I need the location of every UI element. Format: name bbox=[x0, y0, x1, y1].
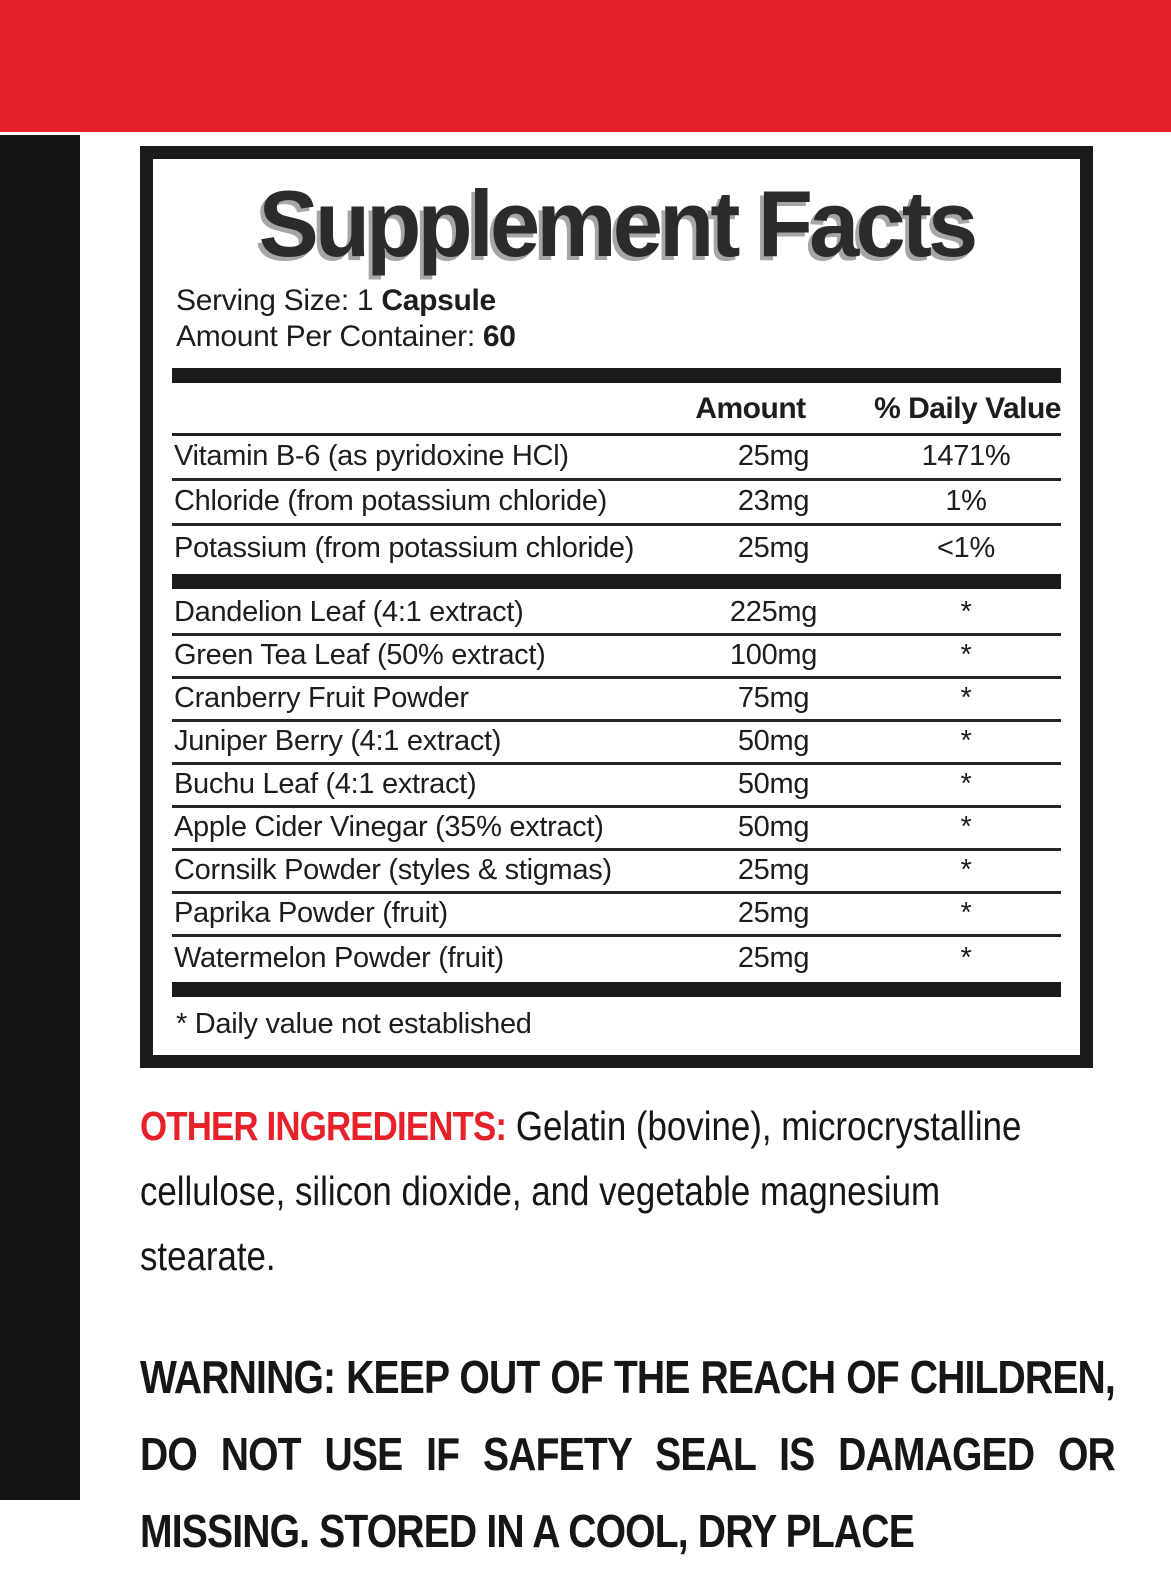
header-amount: Amount bbox=[695, 391, 806, 425]
warning-line: WARNING: KEEP OUT OF THE REACH OF CHILDR… bbox=[140, 1350, 1116, 1403]
ingredient-name: Green Tea Leaf (50% extract) bbox=[174, 639, 546, 672]
table-row: Buchu Leaf (4:1 extract) 50mg * bbox=[172, 765, 1061, 808]
ingredient-amount: 75mg bbox=[737, 682, 810, 715]
other-ingredients-text: Gelatin (bovine), microcrystalline bbox=[515, 1102, 1022, 1149]
table-row: Potassium (from potassium chloride) 25mg… bbox=[172, 526, 1061, 571]
ingredient-name: Apple Cider Vinegar (35% extract) bbox=[174, 811, 604, 844]
ingredient-name: Juniper Berry (4:1 extract) bbox=[174, 725, 502, 758]
vitamins-minerals-section: Vitamin B-6 (as pyridoxine HCl) 25mg 147… bbox=[172, 436, 1061, 571]
ingredient-name: Paprika Powder (fruit) bbox=[174, 897, 448, 930]
header-daily-value: % Daily Value bbox=[874, 391, 1061, 425]
table-row: Apple Cider Vinegar (35% extract) 50mg * bbox=[172, 808, 1061, 851]
label-content: Supplement Facts Serving Size: 1 Capsule… bbox=[140, 146, 1171, 1570]
other-ingredients-line: stearate. bbox=[140, 1232, 276, 1279]
ingredient-amount: 50mg bbox=[737, 768, 810, 801]
table-row: Cornsilk Powder (styles & stigmas) 25mg … bbox=[172, 851, 1061, 894]
ingredient-amount: 25mg bbox=[737, 440, 810, 473]
ingredient-amount: 100mg bbox=[729, 639, 818, 672]
top-red-band bbox=[0, 0, 1171, 132]
ingredient-daily-value: * bbox=[960, 682, 972, 715]
daily-value-footnote: * Daily value not established bbox=[176, 1007, 532, 1040]
ingredient-daily-value: * bbox=[960, 639, 972, 672]
ingredient-daily-value: <1% bbox=[937, 531, 995, 564]
ingredient-amount: 25mg bbox=[737, 854, 810, 887]
ingredient-name: Chloride (from potassium chloride) bbox=[174, 485, 608, 518]
ingredient-name: Vitamin B-6 (as pyridoxine HCl) bbox=[174, 440, 569, 473]
table-row: Watermelon Powder (fruit) 25mg * bbox=[172, 937, 1061, 980]
ingredient-amount: 50mg bbox=[737, 725, 810, 758]
table-row: Green Tea Leaf (50% extract) 100mg * bbox=[172, 636, 1061, 679]
thick-divider-top bbox=[172, 367, 1061, 383]
table-header: Amount % Daily Value bbox=[172, 383, 1062, 436]
ingredient-daily-value: * bbox=[960, 768, 972, 801]
ingredient-daily-value: * bbox=[960, 596, 972, 629]
ingredient-daily-value: * bbox=[960, 941, 972, 974]
ingredient-daily-value: * bbox=[960, 897, 972, 930]
serving-size-line: Serving Size: 1 Capsule bbox=[172, 283, 1061, 319]
ingredient-name: Buchu Leaf (4:1 extract) bbox=[174, 768, 477, 801]
warning-line: MISSING. STORED IN A COOL, DRY PLACE bbox=[140, 1504, 915, 1557]
supplement-facts-panel: Supplement Facts Serving Size: 1 Capsule… bbox=[140, 146, 1093, 1068]
other-ingredients-label: OTHER INGREDIENTS: bbox=[140, 1102, 507, 1149]
ingredient-daily-value: * bbox=[960, 854, 972, 887]
ingredient-daily-value: * bbox=[960, 725, 972, 758]
ingredient-amount: 50mg bbox=[737, 811, 810, 844]
ingredient-daily-value: 1471% bbox=[921, 440, 1011, 473]
ingredient-amount: 23mg bbox=[737, 485, 810, 518]
serving-size-value: Capsule bbox=[381, 283, 496, 317]
ingredient-daily-value: * bbox=[960, 811, 972, 844]
amount-per-container-value: 60 bbox=[482, 319, 516, 353]
table-row: Juniper Berry (4:1 extract) 50mg * bbox=[172, 722, 1061, 765]
thick-divider-bottom bbox=[172, 981, 1061, 997]
warning-paragraph: WARNING: KEEP OUT OF THE REACH OF CHILDR… bbox=[140, 1339, 1116, 1570]
panel-title: Supplement Facts bbox=[258, 171, 979, 276]
ingredient-amount: 25mg bbox=[737, 531, 810, 564]
ingredient-amount: 25mg bbox=[737, 941, 810, 974]
table-row: Paprika Powder (fruit) 25mg * bbox=[172, 894, 1061, 937]
warning-line: DO NOT USE IF SAFETY SEAL IS DAMAGED OR bbox=[140, 1427, 1116, 1480]
ingredient-name: Cranberry Fruit Powder bbox=[174, 682, 469, 715]
ingredient-amount: 25mg bbox=[737, 897, 810, 930]
table-row: Dandelion Leaf (4:1 extract) 225mg * bbox=[172, 593, 1061, 636]
other-ingredients-line: cellulose, silicon dioxide, and vegetabl… bbox=[140, 1167, 941, 1214]
other-ingredients-line: OTHER INGREDIENTS: Gelatin (bovine), mic… bbox=[140, 1103, 1021, 1149]
ingredient-name: Dandelion Leaf (4:1 extract) bbox=[174, 596, 524, 629]
amount-per-container-line: Amount Per Container: 60 bbox=[172, 319, 1061, 355]
ingredient-daily-value: 1% bbox=[945, 485, 987, 518]
botanicals-section: Dandelion Leaf (4:1 extract) 225mg * Gre… bbox=[172, 593, 1061, 980]
serving-size-label: Serving Size: 1 bbox=[176, 283, 374, 317]
table-row: Chloride (from potassium chloride) 23mg … bbox=[172, 481, 1061, 526]
ingredient-name: Potassium (from potassium chloride) bbox=[174, 531, 635, 564]
other-ingredients-paragraph: OTHER INGREDIENTS: Gelatin (bovine), mic… bbox=[140, 1094, 1126, 1289]
ingredient-amount: 225mg bbox=[729, 596, 818, 629]
amount-per-container-label: Amount Per Container: bbox=[176, 319, 475, 353]
left-black-band bbox=[0, 135, 80, 1500]
table-row: Vitamin B-6 (as pyridoxine HCl) 25mg 147… bbox=[172, 436, 1061, 481]
table-row: Cranberry Fruit Powder 75mg * bbox=[172, 679, 1061, 722]
ingredient-name: Cornsilk Powder (styles & stigmas) bbox=[174, 854, 612, 887]
ingredient-name: Watermelon Powder (fruit) bbox=[174, 941, 504, 974]
thick-divider-middle bbox=[172, 573, 1061, 589]
